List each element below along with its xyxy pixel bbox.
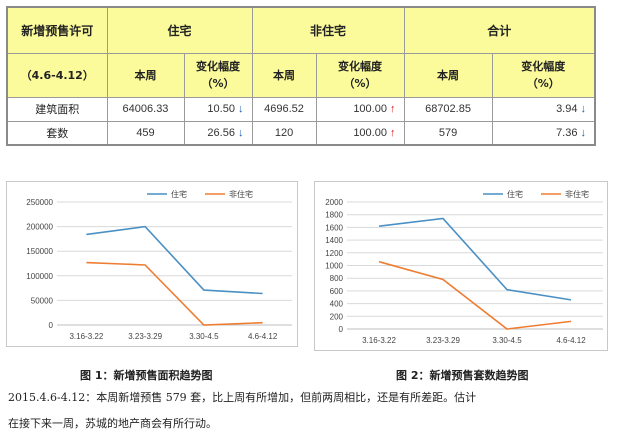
series-line-0 <box>86 225 263 295</box>
area-trend-svg: 0 50000 100000 150000 200000 250000 3.16-3.22 3… <box>26 189 292 341</box>
cell-value: 120 <box>251 120 317 146</box>
cell-change: 26.56 ↓ <box>183 120 253 146</box>
legend-label: 非住宅 <box>229 189 253 199</box>
y-tick-label: 100000 <box>26 272 53 281</box>
x-tick-label: 3.23-3.29 <box>128 332 162 341</box>
cell-change: 100.00 ↑ <box>315 120 405 146</box>
x-tick-label: 3.16-3.22 <box>69 332 103 341</box>
x-tick-label: 3.30-4.5 <box>492 336 522 345</box>
change-header: 变化幅度 （%） <box>491 52 596 98</box>
cell-value: 64006.33 <box>106 96 185 122</box>
y-tick-label: 2000 <box>325 198 343 207</box>
y-tick-label: 1400 <box>325 236 343 245</box>
presale-table: 新增预售许可 住宅 非住宅 合计 （4.6-4.12） 本周 变化幅度 （%） 本… <box>6 6 597 146</box>
cell-change: 100.00 ↑ <box>315 96 405 122</box>
series-line-1 <box>378 260 572 330</box>
cell-change: 10.50 ↓ <box>183 96 253 122</box>
x-tick-label: 4.6-4.12 <box>556 336 586 345</box>
chart1-caption: 图 1：新增预售面积趋势图 <box>80 369 213 382</box>
y-tick-label: 200000 <box>26 223 53 232</box>
down-arrow-icon: ↓ <box>238 103 244 115</box>
chart2-caption: 图 2：新增预售套数趋势图 <box>396 369 529 382</box>
legend-label: 非住宅 <box>565 189 589 199</box>
group-header-residential: 住宅 <box>106 6 253 54</box>
series-line-1 <box>86 261 263 326</box>
down-arrow-icon: ↓ <box>238 126 244 139</box>
y-tick-label: 400 <box>330 300 344 309</box>
down-arrow-icon: ↓ <box>580 103 587 115</box>
area-trend-chart: 0 50000 100000 150000 200000 250000 3.16-3.22 3… <box>6 181 298 347</box>
x-tick-label: 3.23-3.29 <box>426 336 460 345</box>
legend-label: 住宅 <box>171 189 187 199</box>
y-tick-label: 1000 <box>325 262 343 271</box>
x-tick-label: 4.6-4.12 <box>248 332 278 341</box>
summary-line-2: 在接下来一周，苏城的地产商会有所行动。 <box>8 417 217 430</box>
cell-value: 459 <box>106 120 185 146</box>
summary-line-1: 2015.4.6-4.12：本周新增预售 579 套，比上周有所增加，但前两周相… <box>8 391 477 404</box>
y-tick-label: 0 <box>49 321 54 330</box>
change-header: 变化幅度 （%） <box>183 52 253 98</box>
row-label: 套数 <box>6 120 108 146</box>
y-tick-label: 200 <box>330 312 344 321</box>
cell-value: 4696.52 <box>251 96 317 122</box>
x-tick-label: 3.30-4.5 <box>189 332 219 341</box>
units-trend-chart: 0 200 400 600 800 1000 1200 1400 1600 1800 2000 3.1… <box>314 181 608 351</box>
cell-change: 3.94 ↓ <box>491 96 596 122</box>
cell-value: 579 <box>403 120 493 146</box>
group-header-nonresidential: 非住宅 <box>251 6 405 54</box>
week-header: 本周 <box>403 52 493 98</box>
y-tick-label: 250000 <box>26 198 53 207</box>
up-arrow-icon: ↑ <box>390 126 396 139</box>
x-tick-label: 3.16-3.22 <box>362 336 396 345</box>
change-header: 变化幅度 （%） <box>315 52 405 98</box>
row-label: 建筑面积 <box>6 96 108 122</box>
series-line-0 <box>378 217 572 301</box>
y-tick-label: 150000 <box>26 247 53 256</box>
group-header-total: 合计 <box>403 6 596 54</box>
week-header: 本周 <box>106 52 185 98</box>
legend-label: 住宅 <box>507 189 523 199</box>
y-tick-label: 50000 <box>31 296 54 305</box>
y-tick-label: 0 <box>339 325 344 334</box>
corner-title: 新增预售许可 <box>6 6 108 54</box>
y-tick-label: 1600 <box>325 223 343 232</box>
cell-change: 7.36 ↓ <box>491 120 596 146</box>
y-tick-label: 600 <box>330 287 344 296</box>
cell-value: 68702.85 <box>403 96 493 122</box>
period-label: （4.6-4.12） <box>6 52 108 98</box>
y-tick-label: 800 <box>330 274 344 283</box>
table-row: 套数 459 26.56 ↓ 120 100.00 ↑ 579 7.36 ↓ <box>6 120 596 146</box>
units-trend-svg: 0 200 400 600 800 1000 1200 1400 1600 1800 2000 3.1… <box>325 189 603 345</box>
week-header: 本周 <box>251 52 317 98</box>
y-tick-label: 1800 <box>325 211 343 220</box>
y-tick-label: 1200 <box>325 249 343 258</box>
down-arrow-icon: ↓ <box>580 126 587 139</box>
up-arrow-icon: ↑ <box>390 103 396 115</box>
table-row: 建筑面积 64006.33 10.50 ↓ 4696.52 100.00 ↑ 6… <box>6 96 596 122</box>
